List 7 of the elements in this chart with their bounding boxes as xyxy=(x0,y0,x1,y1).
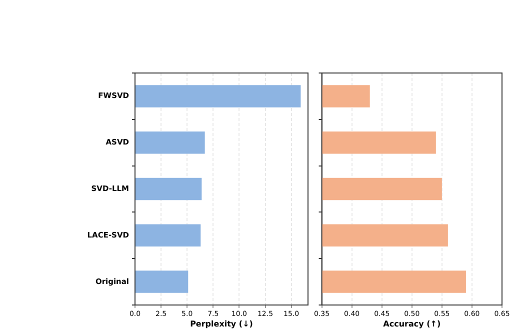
x-axis-title: Accuracy (↑) xyxy=(383,319,441,328)
bar xyxy=(135,224,201,247)
bar xyxy=(135,85,301,108)
x-axis-title: Perplexity (↓) xyxy=(190,319,253,328)
bar xyxy=(135,178,202,200)
bar xyxy=(135,131,205,154)
bar xyxy=(135,270,188,293)
